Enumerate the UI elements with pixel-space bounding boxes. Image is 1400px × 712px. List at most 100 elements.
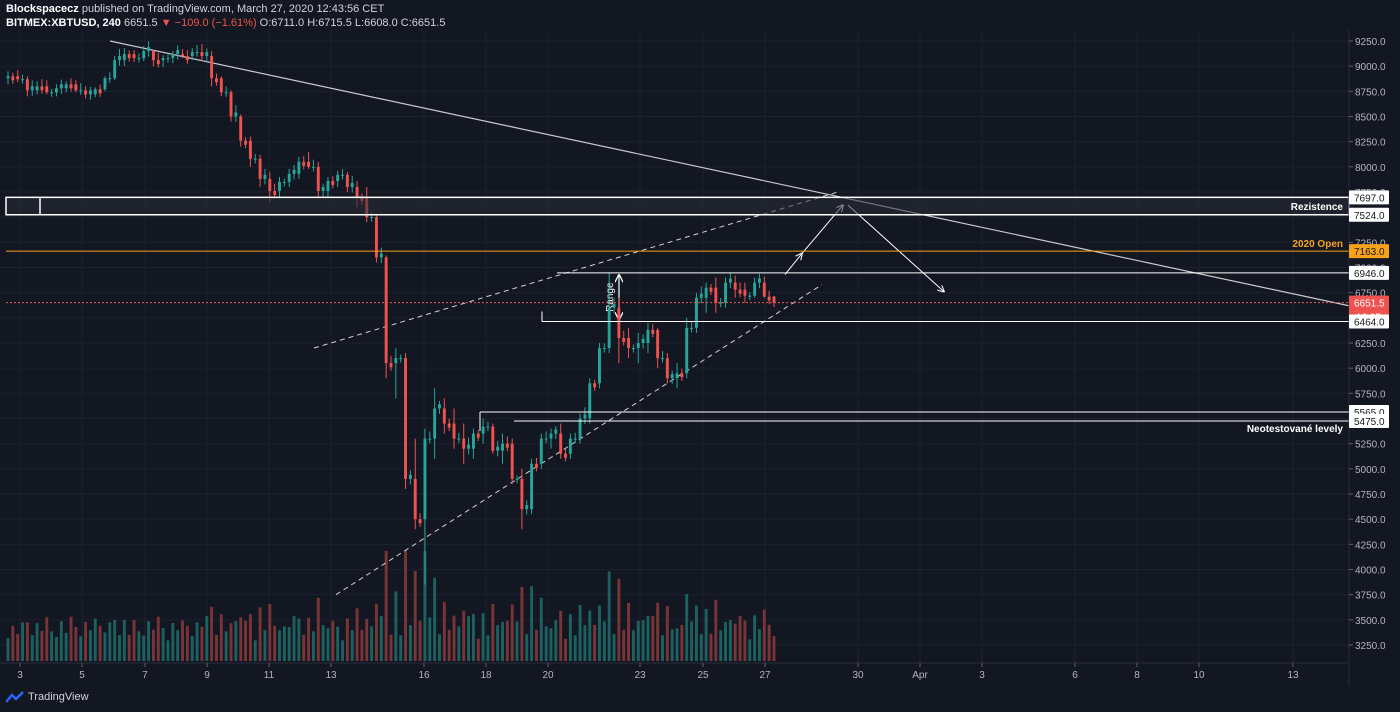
author-name[interactable]: Blockspacecz: [6, 3, 79, 15]
candle-up: [641, 338, 645, 343]
ohlc-close: C:6651.5: [400, 17, 446, 29]
candle-up: [35, 86, 39, 91]
price-tick-label: 8500.0: [1355, 113, 1386, 124]
candle-up: [598, 348, 601, 384]
candle-down: [559, 433, 563, 454]
candle-up: [292, 169, 296, 174]
volume-bar: [176, 630, 180, 661]
tag-5565: 5565.0: [1354, 408, 1385, 419]
candle-down: [200, 52, 204, 57]
candle-up: [263, 174, 267, 179]
volume-bar: [74, 627, 78, 661]
time-tick-label: 13: [325, 670, 337, 681]
time-tick-label: 23: [634, 670, 646, 681]
volume-bar: [685, 594, 689, 661]
candle-up: [166, 58, 170, 60]
volume-bar: [147, 621, 151, 661]
volume-bar: [219, 614, 223, 661]
candle-down: [156, 60, 160, 65]
candle-down: [733, 282, 737, 290]
candle-down: [40, 86, 44, 91]
tag-7524-bg: [1349, 207, 1389, 222]
time-tick-label: 30: [852, 670, 864, 681]
candle-up: [103, 78, 107, 90]
volume-bar: [292, 616, 296, 661]
volume-bar: [738, 615, 742, 661]
candle-down: [215, 78, 218, 83]
volume-bar: [384, 551, 388, 661]
candle-down: [316, 166, 320, 191]
volume-bar: [724, 622, 727, 661]
candle-up: [79, 90, 83, 92]
candle-up: [568, 438, 572, 454]
candle-down: [210, 56, 214, 79]
candle-down: [355, 186, 359, 198]
candle-down: [127, 54, 131, 59]
candle-down: [505, 443, 509, 448]
price-tick-label: 5000.0: [1355, 465, 1386, 476]
volume-bar: [471, 614, 475, 661]
candle-up: [118, 56, 121, 61]
candle-down: [651, 329, 655, 334]
candle-down: [452, 423, 456, 439]
candle-up: [670, 374, 674, 379]
candle-down: [258, 158, 262, 179]
price-tick-label: 8000.0: [1355, 163, 1386, 174]
volume-bar: [171, 623, 175, 661]
candle-up: [588, 383, 592, 419]
volume-bar: [224, 631, 228, 661]
candle-down: [244, 140, 248, 145]
tag-5475-bg: [1349, 414, 1389, 429]
volume-bar: [501, 622, 504, 661]
volume-bar: [321, 625, 325, 661]
time-tick-label: 5: [79, 670, 85, 681]
candle-up: [122, 54, 126, 61]
time-axis[interactable]: 3 5 7 9 11 13 16 18 20 23 25 27 30 Apr 3 6 8 10 13: [17, 663, 1299, 681]
volume-bar: [714, 599, 718, 661]
time-tick-label: 6: [1072, 670, 1078, 681]
volume-bar: [622, 629, 626, 661]
volume-bar: [161, 628, 165, 661]
candle-down: [16, 76, 20, 80]
candle-up: [486, 426, 490, 428]
volume-bar: [35, 623, 39, 661]
resistance-zone: [5, 196, 1350, 216]
volume-bar: [21, 622, 24, 661]
candle-up: [142, 51, 146, 59]
candle-up: [297, 161, 301, 174]
tradingview-icon: [6, 691, 24, 703]
candle-up: [748, 295, 752, 297]
volume-bar: [457, 626, 461, 661]
volume-bar: [554, 620, 558, 661]
time-tick-label: 3: [17, 670, 23, 681]
volume-bar: [452, 615, 456, 661]
volume-bar: [578, 605, 582, 661]
volume-bar: [404, 551, 407, 661]
volume-bar: [694, 605, 698, 661]
candle-down: [680, 373, 684, 378]
candle-up: [394, 358, 398, 364]
candle-up: [282, 181, 286, 183]
candle-up: [661, 358, 664, 360]
volume-bar: [355, 608, 359, 661]
volume-bar: [6, 638, 10, 661]
volume-bar: [258, 607, 262, 661]
volume-bar: [583, 625, 587, 661]
volume-bar: [598, 605, 601, 661]
volume-bar: [50, 631, 54, 661]
volume-bar: [195, 622, 199, 661]
price-tick-label: 6000.0: [1355, 364, 1386, 375]
tradingview-logo[interactable]: TradingView: [6, 691, 89, 703]
candle-up: [108, 78, 112, 80]
candle-down: [84, 90, 88, 95]
candle-down: [273, 190, 277, 196]
time-tick-label: 9: [204, 670, 210, 681]
published-text: published on TradingView.com, March 27, …: [81, 3, 385, 15]
time-tick-label: 18: [480, 670, 492, 681]
candle-up: [234, 112, 238, 117]
volume-bar: [307, 617, 311, 661]
candle-up: [438, 404, 441, 409]
symbol-interval[interactable]: BITMEX:XBTUSD, 240: [6, 17, 121, 29]
candle-up: [321, 186, 325, 191]
